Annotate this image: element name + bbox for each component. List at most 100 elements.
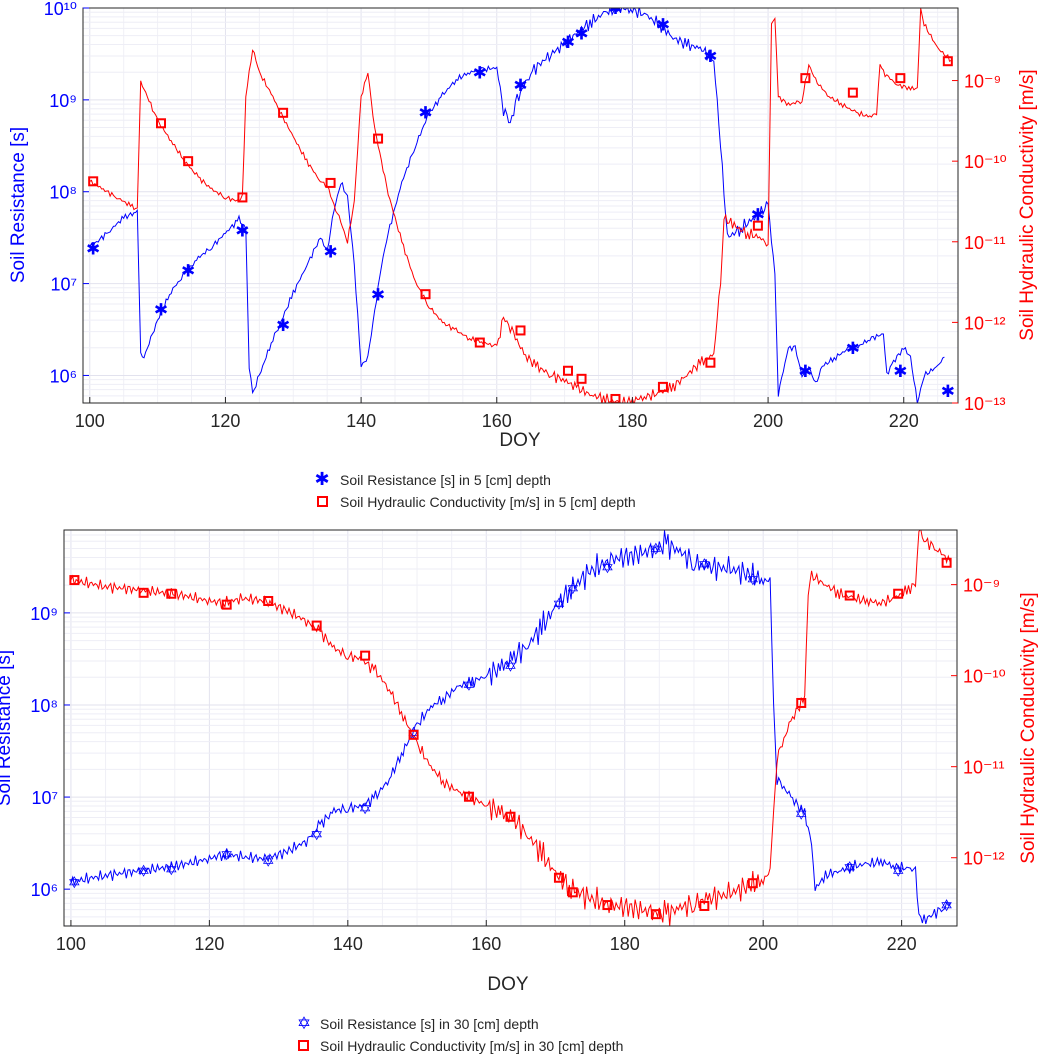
data-marker-hexagram: ✡ (68, 875, 81, 892)
legend-asterisk-marker: ✱ (314, 469, 329, 489)
data-marker-hexagram: ✡ (165, 862, 178, 879)
data-marker-asterisk: ✱ (323, 242, 337, 261)
data-marker-square (69, 575, 80, 586)
legend-label: Soil Hydraulic Conductivity [m/s] in 5 [… (340, 494, 636, 510)
data-marker-hexagram: ✡ (698, 557, 711, 574)
x-tick-label: 100 (75, 411, 105, 431)
data-marker-asterisk: ✱ (473, 63, 487, 82)
data-marker-asterisk: ✱ (276, 316, 290, 335)
data-marker-asterisk: ✱ (893, 362, 907, 381)
legend-square-marker (317, 496, 328, 507)
data-marker-square (420, 289, 431, 300)
data-marker-hexagram: ✡ (566, 581, 579, 598)
data-marker-asterisk: ✱ (656, 16, 670, 35)
series-line-soil-resistance (89, 8, 945, 403)
x-tick-label: 220 (887, 934, 917, 954)
plot-frame (82, 7, 959, 404)
data-marker-square (408, 729, 419, 740)
y-left-tick-label: 10⁷ (50, 275, 77, 295)
data-marker-square (463, 791, 474, 802)
y-right-tick-label: 10⁻¹² (963, 849, 1005, 869)
data-marker-square (576, 373, 587, 384)
y-right-tick-label: 10⁻¹⁰ (964, 152, 1007, 172)
y-right-tick-label: 10⁻⁹ (963, 576, 1000, 596)
data-marker-square (941, 557, 952, 568)
data-marker-asterisk: ✱ (561, 33, 575, 52)
y-right-tick-label: 10⁻¹¹ (964, 233, 1006, 253)
x-tick-label: 160 (482, 411, 512, 431)
data-marker-square (942, 56, 953, 67)
x-tick-label: 120 (194, 934, 224, 954)
data-marker-asterisk: ✱ (703, 47, 717, 66)
data-marker-hexagram: ✡ (504, 658, 517, 675)
data-marker-square (360, 650, 371, 661)
x-tick-label: 140 (346, 411, 376, 431)
data-marker-asterisk: ✱ (154, 300, 168, 319)
data-marker-square (505, 811, 516, 822)
data-marker-asterisk: ✱ (86, 240, 100, 259)
data-marker-hexagram: ✡ (649, 541, 662, 558)
data-marker-square (183, 156, 194, 167)
legend: ✱ Soil Resistance [s] in 5 [cm] depth So… (314, 469, 635, 510)
series-group: ✡✡ ✡✡ ✡✡✡✡✡✡✡✡✡✡✡✡✡✡ ✡✡ (68, 530, 953, 926)
data-marker-asterisk: ✱ (513, 76, 527, 95)
y-right-tick-label: 10⁻¹³ (964, 394, 1006, 414)
data-marker-square (325, 177, 336, 188)
y-right-axis-label: Soil Hydraulic Conductivity [m/s] (1017, 69, 1038, 340)
axes: 100 120 140 160 180 200 220 10⁶ 10⁷ 10⁸ 10⁹ 10¹⁰ 10⁻… (44, 0, 1007, 431)
data-marker-hexagram: ✡ (746, 572, 759, 589)
y-left-axis-label: Soil Resistance [s] (8, 127, 29, 283)
x-axis-label: DOY (499, 430, 541, 451)
data-marker-hexagram: ✡ (462, 678, 475, 695)
data-marker-square (373, 133, 384, 144)
data-marker-hexagram: ✡ (262, 854, 275, 871)
data-marker-hexagram: ✡ (552, 597, 565, 614)
legend-item-conductivity: Soil Hydraulic Conductivity [m/s] in 30 … (298, 1038, 623, 1054)
y-left-tick-label: 10⁹ (30, 604, 58, 624)
data-marker-hexagram: ✡ (220, 847, 233, 864)
data-marker-square (847, 87, 858, 98)
axes: 100 120 140 160 180 200 220 10⁶ 10⁷ 10⁸ 10⁹ 10⁻¹² 10… (30, 576, 1005, 954)
data-marker-hexagram: ✡ (601, 560, 614, 577)
legend-label: Soil Resistance [s] in 5 [cm] depth (340, 472, 551, 488)
x-tick-label: 200 (748, 934, 778, 954)
y-left-tick-label: 10¹⁰ (44, 0, 77, 19)
x-tick-label: 180 (617, 411, 647, 431)
chart-bottom: ✡✡ ✡✡ ✡✡✡✡✡✡✡✡✡✡✡✡✡✡ ✡✡ 100 120 140 160 180 200 2… (0, 529, 1039, 1054)
data-marker-square (474, 337, 485, 348)
data-marker-asterisk: ✱ (846, 339, 860, 358)
x-tick-label: 180 (610, 934, 640, 954)
data-marker-hexagram: ✡ (843, 860, 856, 877)
data-marker-asterisk: ✱ (418, 104, 432, 123)
plot-area (64, 530, 957, 926)
data-marker-square (221, 599, 232, 610)
legend-hexagram-marker: ✡ (297, 1014, 311, 1033)
data-marker-square (263, 596, 274, 607)
data-marker-square (88, 176, 99, 187)
legend-label: Soil Hydraulic Conductivity [m/s] in 30 … (320, 1038, 623, 1054)
legend-label: Soil Resistance [s] in 30 [cm] depth (320, 1016, 539, 1032)
y-right-tick-label: 10⁻⁹ (964, 72, 1001, 92)
data-marker-square (705, 357, 716, 368)
data-marker-asterisk: ✱ (798, 362, 812, 381)
data-marker-square (650, 909, 661, 920)
data-marker-square (657, 381, 668, 392)
data-marker-square (278, 107, 289, 118)
data-marker-square (562, 365, 573, 376)
data-marker-asterisk: ✱ (608, 0, 622, 18)
x-tick-label: 220 (889, 411, 919, 431)
y-left-tick-label: 10⁸ (49, 183, 77, 203)
y-left-tick-label: 10⁸ (30, 696, 58, 716)
data-marker-square (138, 587, 149, 598)
data-marker-square (515, 325, 526, 336)
y-right-tick-label: 10⁻¹¹ (963, 758, 1005, 778)
data-marker-square (844, 590, 855, 601)
data-marker-square (156, 118, 167, 129)
y-right-axis-label: Soil Hydraulic Conductivity [m/s] (1018, 592, 1039, 863)
x-tick-label: 200 (753, 411, 783, 431)
y-left-tick-label: 10⁶ (31, 880, 58, 900)
x-tick-label: 140 (333, 934, 363, 954)
data-marker-square (237, 192, 248, 203)
legend-item-conductivity: Soil Hydraulic Conductivity [m/s] in 5 [… (317, 494, 636, 510)
